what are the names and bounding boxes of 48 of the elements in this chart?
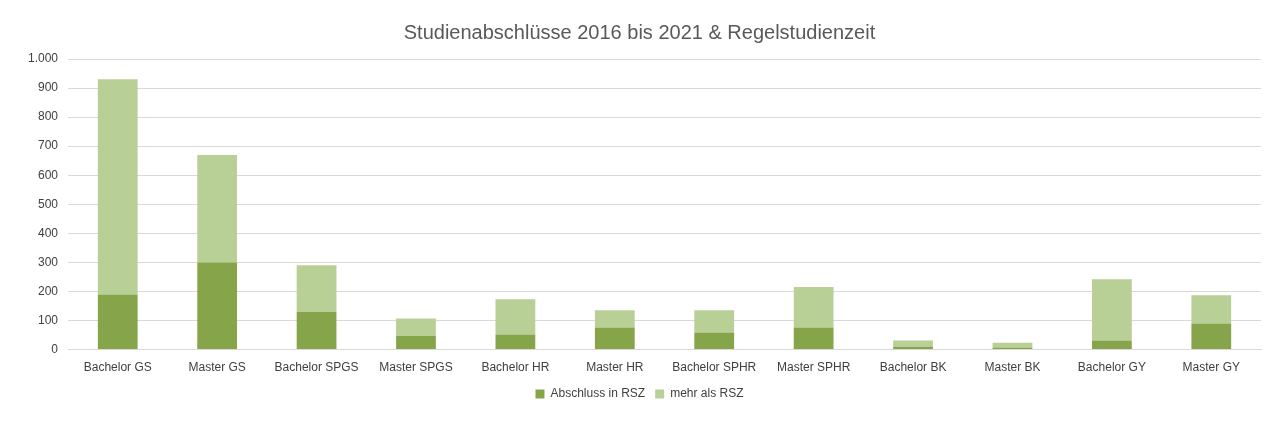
y-tick-label: 500 xyxy=(38,196,59,211)
bar xyxy=(396,335,436,350)
bar xyxy=(1092,279,1132,341)
bar xyxy=(594,310,635,328)
x-tick-label: Master SPGS xyxy=(379,360,453,375)
bar xyxy=(296,265,337,312)
x-tick-label: Master HR xyxy=(586,360,644,375)
bar xyxy=(296,311,337,350)
y-tick-label: 400 xyxy=(38,225,59,240)
y-tick-label: 1.000 xyxy=(28,51,59,66)
y-tick-label: 800 xyxy=(38,109,59,124)
y-tick-label: 300 xyxy=(38,254,59,269)
y-tick-label: 200 xyxy=(38,283,59,298)
bar xyxy=(694,332,735,350)
x-tick-label: Master SPHR xyxy=(776,360,851,375)
y-tick-label: 700 xyxy=(38,138,59,153)
y-tick-label: 100 xyxy=(38,312,59,327)
x-tick-label: Bachelor SPGS xyxy=(274,360,359,375)
x-tick-label: Bachelor GS xyxy=(83,360,152,375)
x-tick-label: Bachelor GY xyxy=(1077,360,1146,375)
bar xyxy=(495,299,536,335)
bar xyxy=(197,154,238,263)
y-tick-label: 900 xyxy=(38,80,59,95)
bar xyxy=(97,294,138,350)
x-tick-label: Master GY xyxy=(1182,360,1240,375)
legend-label: mehr als RSZ xyxy=(670,386,744,401)
bar xyxy=(694,310,735,333)
chart-title: Studienabschlüsse 2016 bis 2021 & Regelstudienzeit xyxy=(403,20,876,43)
bar xyxy=(396,318,436,336)
bar xyxy=(992,342,1033,348)
bar xyxy=(793,327,834,350)
x-tick-label: Bachelor HR xyxy=(481,360,550,375)
x-tick-label: Bachelor BK xyxy=(879,360,947,375)
bar xyxy=(495,334,536,350)
x-tick-label: Master GS xyxy=(188,360,246,375)
x-tick-label: Master BK xyxy=(984,360,1041,375)
bar xyxy=(594,327,635,350)
bar xyxy=(1191,295,1232,324)
y-tick-label: 600 xyxy=(38,167,59,182)
bar xyxy=(1191,323,1232,350)
bar xyxy=(197,262,238,350)
legend-label: Abschluss in RSZ xyxy=(550,386,646,401)
bar xyxy=(1092,340,1132,350)
bar xyxy=(97,79,138,295)
y-tick-label: 0 xyxy=(51,341,59,356)
bar xyxy=(793,287,834,328)
bar xyxy=(893,340,933,347)
x-tick-label: Bachelor SPHR xyxy=(672,360,757,375)
